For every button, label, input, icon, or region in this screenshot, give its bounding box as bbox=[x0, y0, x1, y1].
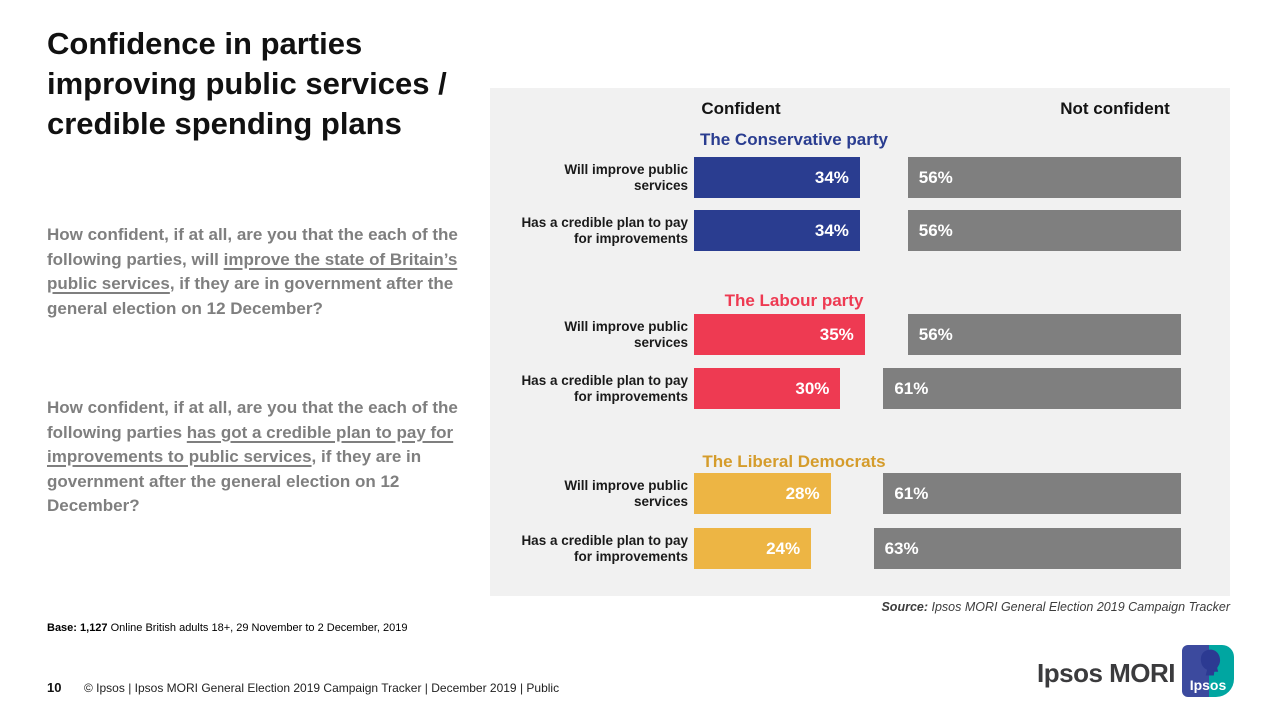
confident-bar: 24% bbox=[694, 528, 812, 569]
not-confident-bar: 56% bbox=[907, 157, 1181, 198]
question-1-pre: How confident, if at all, are you that t… bbox=[47, 225, 458, 269]
question-2-pre: How confident, if at all, are you that t… bbox=[47, 398, 458, 442]
slide-title: Confidence in parties improving public s… bbox=[47, 26, 447, 141]
not-confident-bar: 61% bbox=[883, 473, 1181, 514]
page-number: 10 bbox=[47, 680, 62, 695]
question-text-1: How confident, if at all, are you that t… bbox=[47, 223, 461, 321]
face-profile-icon bbox=[1200, 649, 1221, 676]
not-confident-value-label: 56% bbox=[918, 220, 953, 240]
row-label: Will improve public services bbox=[564, 477, 688, 509]
not-confident-bar: 56% bbox=[907, 314, 1181, 355]
footer-text: © Ipsos | Ipsos MORI General Election 20… bbox=[84, 681, 560, 695]
base-text: Online British adults 18+, 29 November t… bbox=[107, 622, 408, 634]
confident-value-label: 24% bbox=[766, 538, 801, 558]
question-1-underlined: improve the state of Britain’s public se… bbox=[47, 249, 458, 294]
row-label: Will improve public services bbox=[564, 318, 688, 350]
not-confident-value-label: 56% bbox=[918, 167, 953, 187]
not-confident-value-label: 61% bbox=[894, 378, 929, 398]
confident-bar: 35% bbox=[694, 314, 865, 355]
column-header-confident: Confident bbox=[701, 99, 781, 118]
confident-value-label: 35% bbox=[819, 324, 854, 344]
source-note: Source: Ipsos MORI General Election 2019… bbox=[881, 600, 1230, 614]
question-text-2: How confident, if at all, are you that t… bbox=[47, 396, 461, 519]
party-header: The Conservative party bbox=[699, 130, 888, 149]
confident-bar: 34% bbox=[694, 210, 860, 251]
not-confident-value-label: 63% bbox=[884, 538, 919, 558]
base-note: Base: 1,127 Online British adults 18+, 2… bbox=[47, 622, 407, 634]
row-label: Has a credible plan to pay for improveme… bbox=[521, 532, 688, 564]
party-header: The Labour party bbox=[724, 291, 864, 310]
not-confident-value-label: 56% bbox=[918, 324, 953, 344]
confident-value-label: 34% bbox=[814, 220, 849, 240]
confident-value-label: 30% bbox=[795, 378, 830, 398]
ipsos-badge-label: Ipsos bbox=[1189, 677, 1227, 693]
row-label: Will improve public services bbox=[564, 161, 688, 193]
not-confident-bar: 63% bbox=[873, 528, 1181, 569]
chart-panel: Confident Not confident The Conservative… bbox=[490, 88, 1230, 596]
question-1-post: , if they are in government after the ge… bbox=[47, 274, 454, 318]
question-2-underlined: has got a credible plan to pay for impro… bbox=[47, 422, 454, 467]
confident-bar: 30% bbox=[694, 368, 841, 409]
not-confident-bar: 56% bbox=[907, 210, 1181, 251]
source-label: Source: bbox=[881, 600, 929, 614]
source-text: Ipsos MORI General Election 2019 Campaig… bbox=[928, 600, 1230, 614]
confident-value-label: 28% bbox=[785, 483, 820, 503]
confident-bar: 28% bbox=[694, 473, 831, 514]
not-confident-bar: 61% bbox=[883, 368, 1181, 409]
row-label: Has a credible plan to pay for improveme… bbox=[521, 372, 688, 404]
party-header: The Liberal Democrats bbox=[702, 452, 886, 471]
not-confident-value-label: 61% bbox=[894, 483, 929, 503]
base-label: Base: 1,127 bbox=[47, 622, 108, 634]
confident-bar: 34% bbox=[694, 157, 860, 198]
ipsos-mori-wordmark: Ipsos MORI bbox=[1037, 658, 1176, 688]
column-header-not-confident: Not confident bbox=[1060, 99, 1170, 118]
row-label: Has a credible plan to pay for improveme… bbox=[521, 214, 688, 246]
ipsos-logo-badge: Ipsos bbox=[1182, 645, 1234, 697]
confident-value-label: 34% bbox=[814, 167, 849, 187]
question-2-post: , if they are in government after the ge… bbox=[47, 447, 422, 515]
